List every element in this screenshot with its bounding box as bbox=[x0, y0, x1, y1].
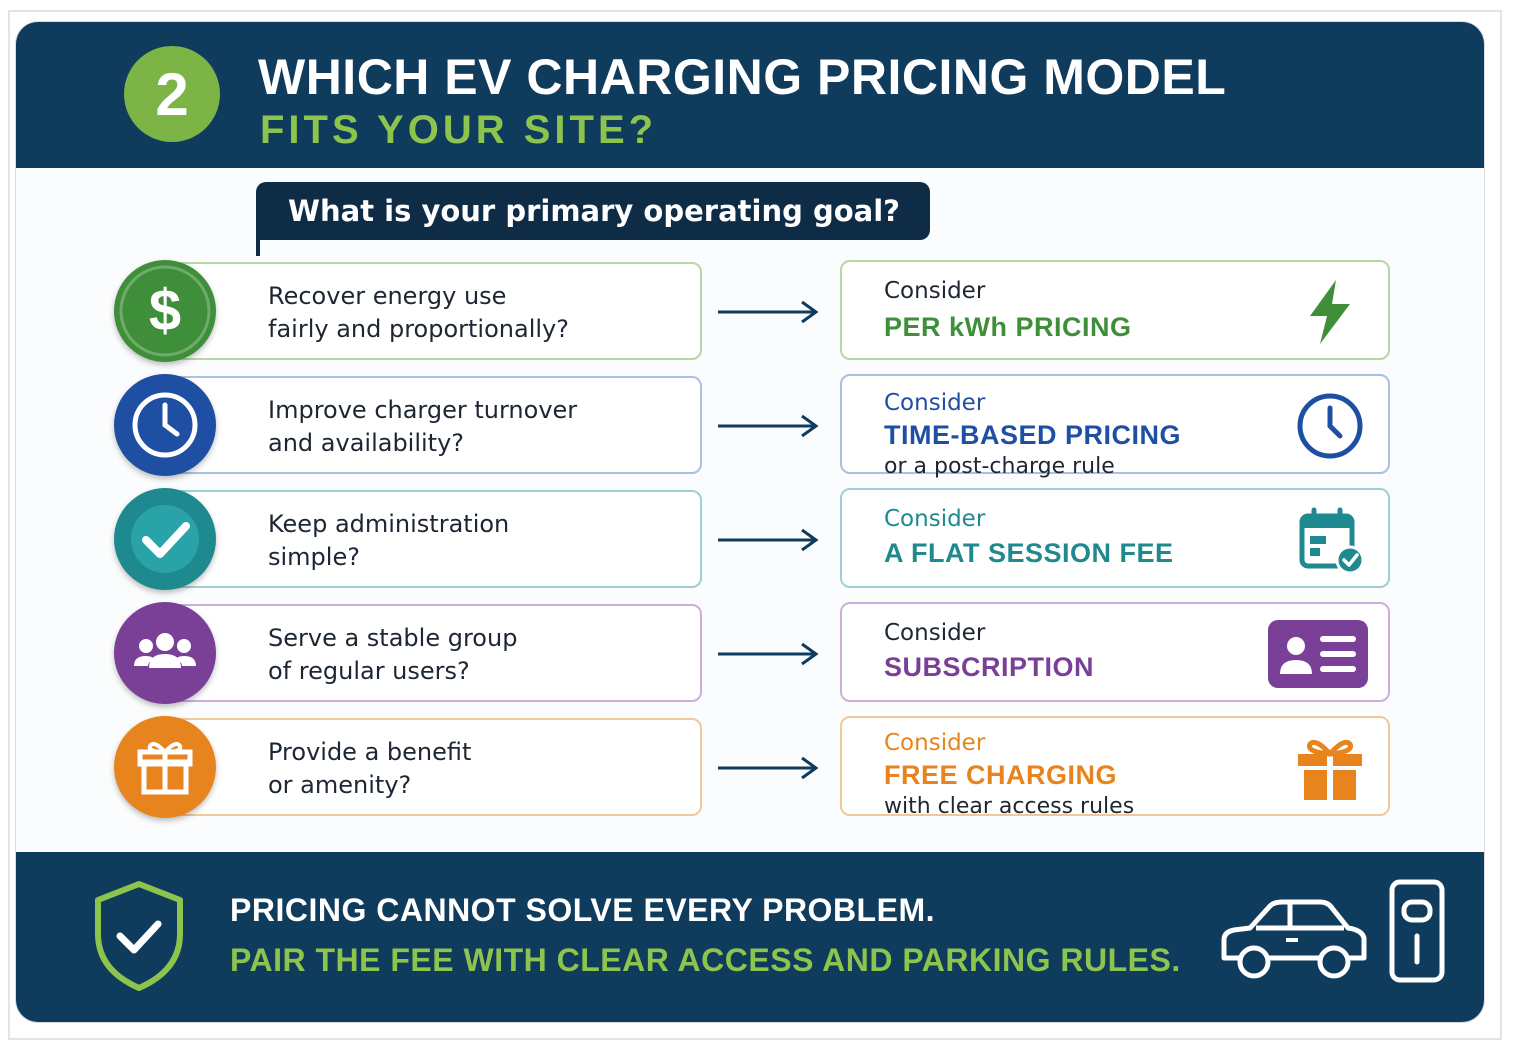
recommendation-box-subscription: Consider SUBSCRIPTION bbox=[840, 602, 1390, 702]
lightning-bolt-icon bbox=[1310, 280, 1350, 344]
goal-line-1: Improve charger turnover bbox=[268, 396, 578, 424]
goal-line-2: fairly and proportionally? bbox=[268, 315, 569, 343]
goal-box-energy: Recover energy use fairly and proportion… bbox=[156, 262, 702, 360]
goal-line-2: simple? bbox=[268, 543, 360, 571]
goal-text: Provide a benefit or amenity? bbox=[268, 736, 471, 802]
goal-text: Serve a stable group of regular users? bbox=[268, 622, 517, 688]
goal-line-1: Serve a stable group bbox=[268, 624, 518, 652]
model-name: FREE CHARGING bbox=[884, 760, 1118, 790]
clock-icon bbox=[114, 374, 216, 476]
goal-line-2: or amenity? bbox=[268, 771, 412, 799]
recommendation-box-free-charging: Consider FREE CHARGING with clear access… bbox=[840, 716, 1390, 819]
outer-frame bbox=[8, 10, 1502, 1040]
header: 2 WHICH EV CHARGING PRICING MODEL FITS Y… bbox=[16, 22, 1484, 168]
calendar-check-icon bbox=[1299, 507, 1365, 575]
recommendation-box-per-kwh: Consider PER kWh PRICING bbox=[840, 260, 1390, 360]
membership-card-icon bbox=[1268, 620, 1368, 688]
users-group-icon bbox=[114, 602, 216, 704]
charger-icon bbox=[1389, 879, 1445, 983]
svg-text:$: $ bbox=[149, 278, 181, 343]
model-name: SUBSCRIPTION bbox=[884, 652, 1095, 682]
consider-label: Consider bbox=[884, 730, 986, 756]
question-banner: What is your primary operating goal? bbox=[256, 182, 930, 240]
title-line-2: FITS YOUR SITE? bbox=[260, 108, 658, 152]
model-name: A FLAT SESSION FEE bbox=[884, 538, 1174, 568]
recommendation-box-flat-fee: Consider A FLAT SESSION FEE bbox=[840, 488, 1390, 588]
arrow-icon bbox=[718, 528, 819, 552]
goal-line-2: of regular users? bbox=[268, 657, 470, 685]
footer-line-2: PAIR THE FEE WITH CLEAR ACCESS AND PARKI… bbox=[230, 942, 1181, 978]
consider-label: Consider bbox=[884, 390, 986, 416]
clock-icon bbox=[1297, 393, 1363, 459]
recommendation-box-time-based: Consider TIME-BASED PRICING or a post-ch… bbox=[840, 374, 1390, 479]
arrow-icon bbox=[718, 642, 819, 666]
dollar-icon: $ bbox=[114, 260, 216, 362]
consider-label: Consider bbox=[884, 506, 986, 532]
goal-line-1: Provide a benefit bbox=[268, 738, 472, 766]
footer-line-1: PRICING CANNOT SOLVE EVERY PROBLEM. bbox=[230, 892, 935, 928]
goal-box-benefit: Provide a benefit or amenity? bbox=[156, 718, 702, 816]
model-name: TIME-BASED PRICING bbox=[884, 420, 1182, 450]
gift-icon bbox=[114, 716, 216, 818]
title-line-1: WHICH EV CHARGING PRICING MODEL bbox=[258, 49, 1227, 105]
shield-check-icon bbox=[95, 881, 183, 991]
arrow-icon bbox=[718, 414, 819, 438]
goal-box-administration: Keep administration simple? bbox=[156, 490, 702, 588]
banner-tail bbox=[256, 234, 260, 256]
goal-text: Improve charger turnover and availabilit… bbox=[268, 394, 577, 460]
goal-box-regular-users: Serve a stable group of regular users? bbox=[156, 604, 702, 702]
model-note: or a post-charge rule bbox=[884, 454, 1115, 479]
checkmark-icon bbox=[114, 488, 216, 590]
goal-box-turnover: Improve charger turnover and availabilit… bbox=[156, 376, 702, 474]
arrow-icon bbox=[718, 756, 819, 780]
goal-line-1: Recover energy use bbox=[268, 282, 507, 310]
model-note: with clear access rules bbox=[884, 794, 1135, 819]
goal-line-2: and availability? bbox=[268, 429, 465, 457]
consider-label: Consider bbox=[884, 620, 986, 646]
gift-icon bbox=[1298, 739, 1362, 800]
goal-text: Recover energy use fairly and proportion… bbox=[268, 280, 569, 346]
goal-line-1: Keep administration bbox=[268, 510, 510, 538]
goal-text: Keep administration simple? bbox=[268, 508, 509, 574]
consider-label: Consider bbox=[884, 278, 986, 304]
step-number-badge: 2 bbox=[124, 46, 220, 142]
car-icon bbox=[1221, 899, 1367, 979]
infographic-card: 2 WHICH EV CHARGING PRICING MODEL FITS Y… bbox=[16, 22, 1484, 1022]
arrow-icon bbox=[718, 300, 819, 324]
footer: PRICING CANNOT SOLVE EVERY PROBLEM. PAIR… bbox=[16, 852, 1484, 1022]
model-name: PER kWh PRICING bbox=[884, 312, 1132, 342]
